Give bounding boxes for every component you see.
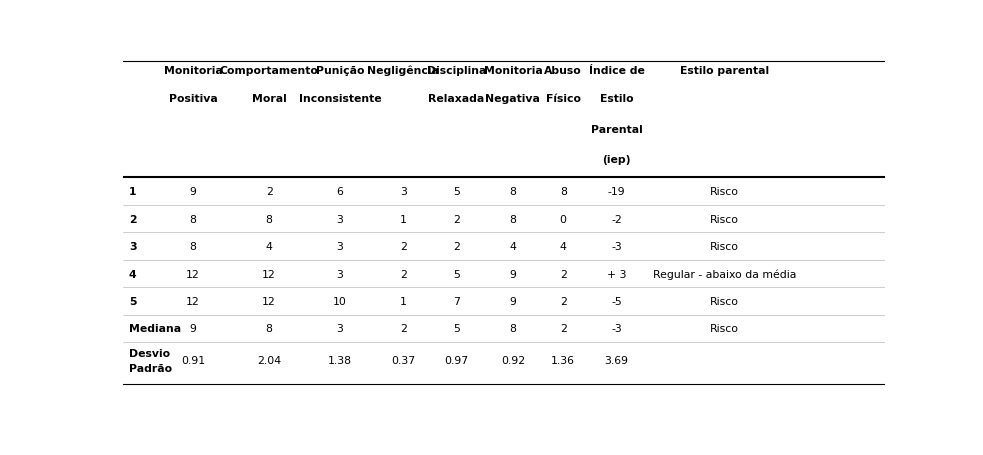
Text: 1: 1 [129, 187, 137, 197]
Text: Regular - abaixo da média: Regular - abaixo da média [653, 269, 796, 279]
Text: -19: -19 [607, 187, 625, 197]
Text: 4: 4 [509, 242, 516, 252]
Text: 1: 1 [400, 214, 407, 224]
Text: Padrão: Padrão [129, 363, 172, 373]
Text: 8: 8 [265, 214, 272, 224]
Text: 3: 3 [336, 324, 343, 334]
Text: 12: 12 [262, 269, 276, 279]
Text: Disciplina: Disciplina [427, 66, 487, 76]
Text: -3: -3 [611, 242, 622, 252]
Text: Relaxada: Relaxada [429, 93, 485, 103]
Text: 4: 4 [265, 242, 272, 252]
Text: 1.38: 1.38 [328, 355, 352, 365]
Text: 3: 3 [129, 242, 137, 252]
Text: Risco: Risco [710, 242, 739, 252]
Text: 3: 3 [336, 214, 343, 224]
Text: 2.04: 2.04 [258, 355, 281, 365]
Text: Risco: Risco [710, 214, 739, 224]
Text: 12: 12 [186, 269, 200, 279]
Text: 3.69: 3.69 [605, 355, 628, 365]
Text: Risco: Risco [710, 324, 739, 334]
Text: 4: 4 [129, 269, 137, 279]
Text: 0.37: 0.37 [391, 355, 415, 365]
Text: 2: 2 [129, 214, 137, 224]
Text: Índice de: Índice de [589, 66, 645, 76]
Text: 9: 9 [509, 269, 516, 279]
Text: (iep): (iep) [603, 155, 631, 165]
Text: 7: 7 [453, 296, 460, 306]
Text: 8: 8 [559, 187, 566, 197]
Text: -5: -5 [611, 296, 622, 306]
Text: Desvio: Desvio [129, 348, 170, 358]
Text: 2: 2 [400, 242, 407, 252]
Text: Risco: Risco [710, 296, 739, 306]
Text: 0: 0 [559, 214, 567, 224]
Text: Mediana: Mediana [129, 324, 181, 334]
Text: 2: 2 [400, 269, 407, 279]
Text: 9: 9 [190, 187, 197, 197]
Text: 5: 5 [453, 269, 460, 279]
Text: 2: 2 [400, 324, 407, 334]
Text: Positiva: Positiva [169, 93, 217, 103]
Text: 5: 5 [453, 187, 460, 197]
Text: 12: 12 [262, 296, 276, 306]
Text: 2: 2 [453, 242, 460, 252]
Text: Risco: Risco [710, 187, 739, 197]
Text: 0.91: 0.91 [181, 355, 205, 365]
Text: 10: 10 [333, 296, 347, 306]
Text: 3: 3 [336, 269, 343, 279]
Text: Inconsistente: Inconsistente [299, 93, 381, 103]
Text: 4: 4 [559, 242, 566, 252]
Text: Monitoria: Monitoria [163, 66, 222, 76]
Text: Moral: Moral [252, 93, 286, 103]
Text: 9: 9 [509, 296, 516, 306]
Text: Estilo: Estilo [600, 93, 633, 103]
Text: 8: 8 [509, 324, 516, 334]
Text: 0.92: 0.92 [501, 355, 525, 365]
Text: 5: 5 [129, 296, 137, 306]
Text: 3: 3 [400, 187, 407, 197]
Text: 2: 2 [559, 269, 566, 279]
Text: -3: -3 [611, 324, 622, 334]
Text: 8: 8 [265, 324, 272, 334]
Text: 3: 3 [336, 242, 343, 252]
Text: Estilo parental: Estilo parental [680, 66, 770, 76]
Text: Negativa: Negativa [486, 93, 541, 103]
Text: 8: 8 [509, 187, 516, 197]
Text: 8: 8 [190, 214, 197, 224]
Text: 1: 1 [400, 296, 407, 306]
Text: Abuso: Abuso [545, 66, 582, 76]
Text: 8: 8 [190, 242, 197, 252]
Text: Físico: Físico [546, 93, 581, 103]
Text: Comportamento: Comportamento [220, 66, 318, 76]
Text: 1.36: 1.36 [551, 355, 575, 365]
Text: 2: 2 [559, 296, 566, 306]
Text: 5: 5 [453, 324, 460, 334]
Text: Parental: Parental [591, 125, 643, 135]
Text: Negligência: Negligência [368, 65, 439, 76]
Text: 0.97: 0.97 [444, 355, 469, 365]
Text: + 3: + 3 [607, 269, 626, 279]
Text: 12: 12 [186, 296, 200, 306]
Text: Monitoria: Monitoria [484, 66, 543, 76]
Text: 2: 2 [453, 214, 460, 224]
Text: 2: 2 [559, 324, 566, 334]
Text: 2: 2 [265, 187, 272, 197]
Text: Punição: Punição [316, 66, 365, 76]
Text: -2: -2 [611, 214, 622, 224]
Text: 8: 8 [509, 214, 516, 224]
Text: 9: 9 [190, 324, 197, 334]
Text: 6: 6 [336, 187, 343, 197]
